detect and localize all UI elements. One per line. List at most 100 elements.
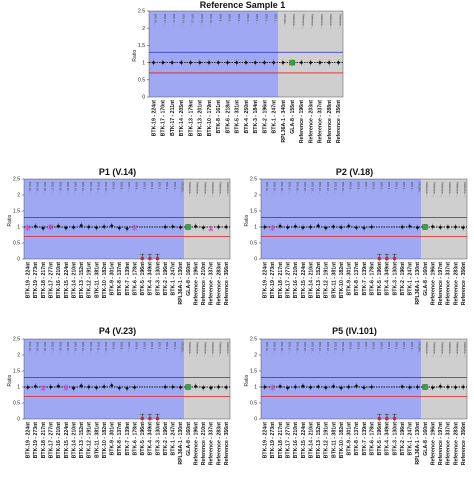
region-label: Reference ...	[196, 182, 200, 197]
x-category-label: BTK-1 - 247nt	[171, 262, 177, 296]
data-point	[285, 386, 290, 390]
x-category-label: BTK-15 - 224nt	[301, 422, 307, 459]
data-point	[377, 416, 382, 421]
region-label: BTK 17 ...	[172, 14, 176, 26]
y-tick-label: 2	[254, 353, 257, 359]
x-category-label: Reference - 196nt	[299, 100, 305, 144]
chart-svg: BTK 19 ... BTK 19 ... BTK 18 ... BTK 17 ...…	[7, 177, 231, 306]
region-label: BTK 7 ...	[127, 342, 131, 352]
region-label: Reference ...	[456, 342, 460, 357]
x-category-label: BTK-13 - 152nt	[316, 262, 322, 299]
x-category-label: RPL36A-1 - 130nt	[178, 262, 184, 305]
region-label: BTK 1 ...	[410, 182, 414, 192]
data-point	[109, 383, 114, 388]
region-label: Reference ...	[203, 182, 207, 197]
region-label: BTK 18 ...	[280, 342, 284, 354]
x-category-label: BTK-10 - 182nt	[339, 262, 345, 299]
chart-title: P4 (V.23)	[98, 326, 137, 336]
region-label: Reference ...	[433, 182, 437, 197]
x-category-label: BTK-10 - 182nt	[102, 422, 108, 459]
x-category-label: BTK-5 - 331nt	[235, 100, 241, 134]
x-category-label: Reference - 337nt	[209, 262, 215, 306]
x-category-label: Reference - 337nt	[318, 100, 324, 144]
y-tick-label: 0	[17, 417, 20, 423]
x-category-label: Reference - 197nt	[438, 422, 444, 466]
region-label: BTK 16 ...	[295, 182, 299, 194]
region-label: Reference ...	[211, 342, 215, 357]
chart-panel-p1: P1 (V.14) BTK 19 ... BTK 19 ... BTK 18 ...…	[0, 165, 235, 325]
data-point	[308, 385, 313, 390]
data-point	[446, 385, 450, 389]
plot-frame	[148, 10, 344, 98]
data-point	[392, 416, 397, 421]
x-category-label: BTK-5 - 196nt	[140, 262, 146, 296]
x-category-label: Reference - 337nt	[446, 422, 452, 466]
data-point	[148, 256, 152, 261]
data-point	[336, 60, 341, 65]
x-category-label: BTK-19 - 224nt	[26, 422, 32, 459]
region-label: BTK 13 ...	[318, 182, 322, 194]
data-point	[155, 256, 160, 261]
x-category-label: BTK-16 - 210nt	[293, 262, 299, 299]
x-category-label: BTK-10 - 182nt	[339, 422, 345, 459]
data-point	[263, 225, 267, 229]
x-category-label: BTK-3 - 130nt	[155, 422, 161, 456]
data-point	[253, 60, 258, 65]
data-point	[25, 225, 31, 231]
data-point	[385, 256, 389, 261]
x-category-label: BTK-14 - 210nt	[308, 262, 314, 299]
x-category-label: BTK-13 - 179nt	[188, 100, 194, 137]
x-category-label: BTK-2 - 196nt	[262, 100, 268, 134]
x-category-label: BTK-1 - 247nt	[408, 262, 414, 296]
x-category-label: BTK-1 - 247nt	[272, 100, 278, 134]
x-category-label: Reference - 288nt	[327, 100, 333, 144]
region-label: BTK 19 ...	[154, 14, 158, 26]
region-label: BTK 19 ...	[265, 342, 269, 354]
x-category-label: Reference - 356nt	[336, 100, 342, 144]
data-point	[155, 416, 160, 421]
region-label: Reference ...	[219, 182, 223, 197]
chart-panel-p4: P4 (V.23) BTK 19 ... BTK 19 ... BTK 18 ...…	[0, 325, 235, 485]
data-point	[208, 226, 214, 232]
x-category-label: Reference - 283nt	[216, 422, 222, 466]
region-label: Reference ...	[338, 14, 342, 29]
x-category-label: BTK-19 - 224nt	[263, 422, 269, 459]
region-label: Reference ...	[320, 14, 324, 29]
data-point	[392, 256, 397, 261]
region-label: Reference ...	[425, 182, 429, 197]
y-tick-label: 0.5	[138, 78, 145, 84]
region-label: BTK 9 ...	[112, 342, 116, 352]
x-category-label: Reference - 283nt	[453, 262, 459, 306]
y-tick-label: 2	[142, 26, 145, 32]
x-category-label: BTK-12 - 191nt	[87, 262, 93, 299]
region-label: BTK 8 ...	[119, 342, 123, 352]
region-label: Reference ...	[292, 14, 296, 29]
data-point	[318, 60, 322, 65]
x-category-label: Reference - 197nt	[438, 262, 444, 306]
x-category-label: BTK-2 - 196nt	[163, 262, 169, 296]
region-label: BTK 18 ...	[280, 182, 284, 194]
x-category-label: BTK-2 - 196nt	[163, 422, 169, 456]
region-label: BTK 18 ...	[43, 342, 47, 354]
data-point	[216, 225, 221, 229]
y-tick-label: 1	[254, 385, 257, 391]
x-category-label: Reference - 356nt	[224, 262, 230, 306]
x-category-label: BTK-9 - 301nt	[347, 262, 353, 296]
region-label: BTK 10 ...	[341, 182, 345, 194]
data-point	[216, 385, 221, 389]
x-category-label: Reference - 210nt	[201, 262, 207, 306]
chart-title: Reference Sample 1	[199, 0, 286, 10]
gray-region	[421, 339, 467, 419]
data-point	[41, 226, 45, 231]
y-tick-label: 1.5	[250, 369, 257, 375]
x-category-label: BTK-16 - 210nt	[56, 422, 62, 459]
x-category-label: BTK-15 - 224nt	[64, 262, 70, 299]
x-category-label: BTK-4 - 349nt	[148, 422, 154, 456]
data-point	[400, 384, 404, 389]
region-label: BTK 14 ...	[74, 342, 78, 354]
chart-panel-p2: P2 (V.18) BTK 19 ... BTK 19 ... BTK 18 ...…	[237, 165, 472, 325]
x-category-label: BTK-19 - 273nt	[270, 422, 276, 459]
chart-panel-reference: Reference Sample 1 BTK 19 ... BTK 17 ... B…	[125, 0, 360, 170]
y-tick-label: 2	[17, 353, 20, 359]
region-label: Reference ...	[463, 342, 467, 357]
